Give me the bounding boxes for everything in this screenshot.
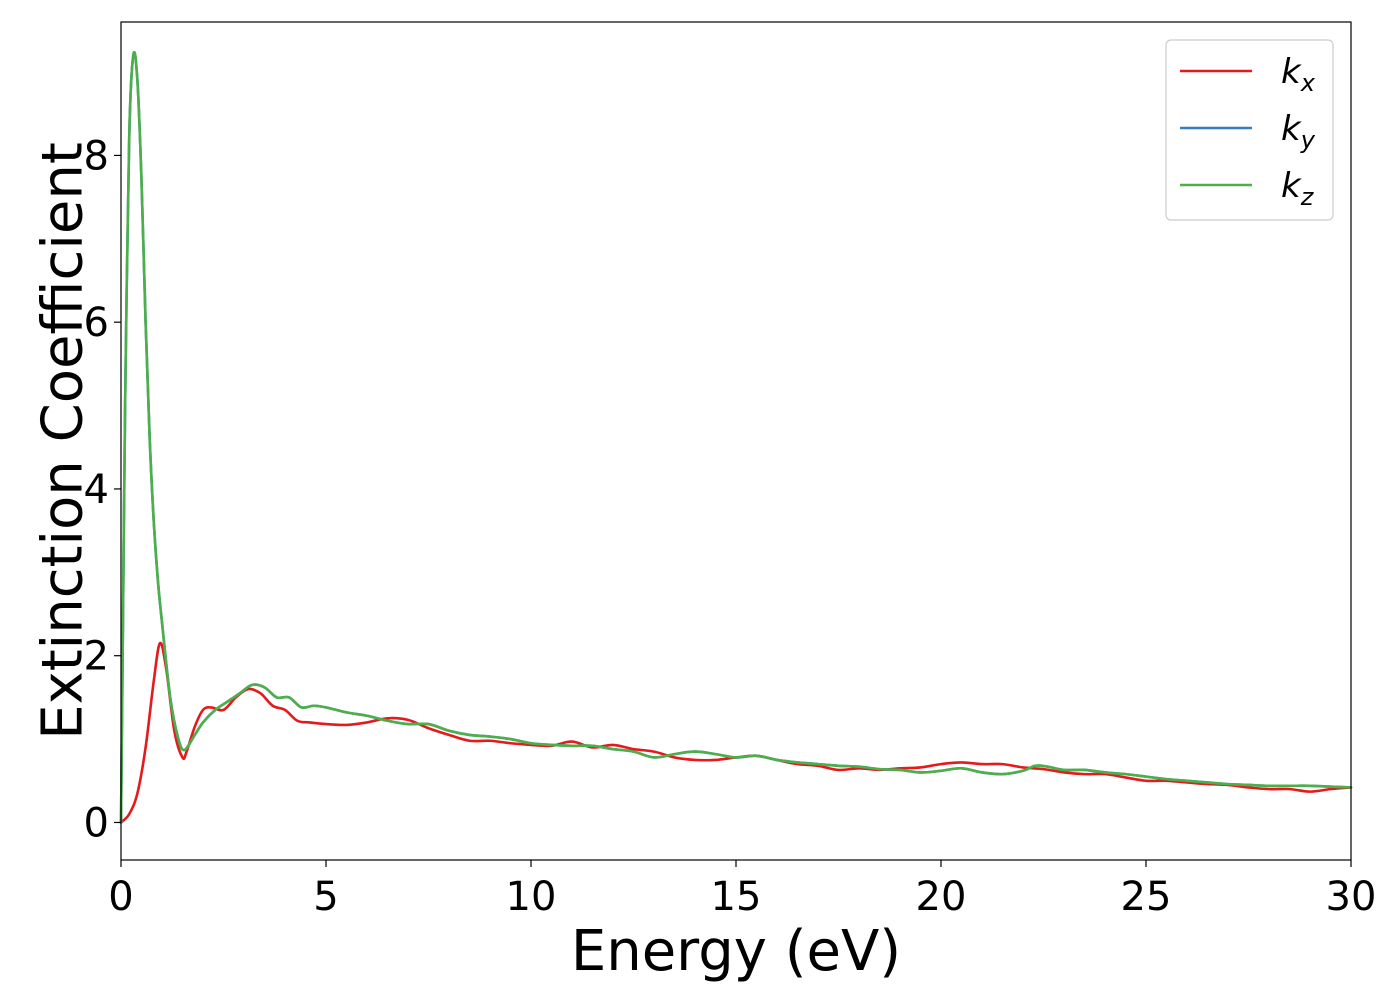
legend-subscript: y [1300,126,1316,154]
x-axis-title: Energy (eV) [571,919,901,984]
legend-subscript: x [1300,69,1316,97]
y-tick-label: 8 [84,133,109,179]
y-tick-label: 4 [84,467,109,513]
x-axis: 0 5 10 15 20 25 30 [108,860,1376,920]
x-tick-label: 5 [313,874,338,920]
legend-label-kx: kx [1281,52,1316,97]
legend-subscript: z [1300,183,1315,211]
x-tick-label: 30 [1326,874,1377,920]
y-axis-title: Extinction Coefficient [31,142,96,740]
y-axis: 0 2 4 6 8 [84,133,121,846]
series-line-kx [119,641,1353,824]
x-tick-label: 20 [916,874,967,920]
x-tick-label: 10 [506,874,557,920]
x-tick-label: 25 [1121,874,1172,920]
series-layer [119,50,1353,824]
x-tick-label: 0 [108,874,133,920]
x-tick-label: 15 [711,874,762,920]
series-line-kz [119,50,1353,824]
y-tick-label: 0 [84,800,109,846]
legend-label-ky: ky [1281,109,1316,154]
legend-box [1165,39,1334,221]
y-tick-label: 6 [84,300,109,346]
y-tick-label: 2 [84,634,109,680]
